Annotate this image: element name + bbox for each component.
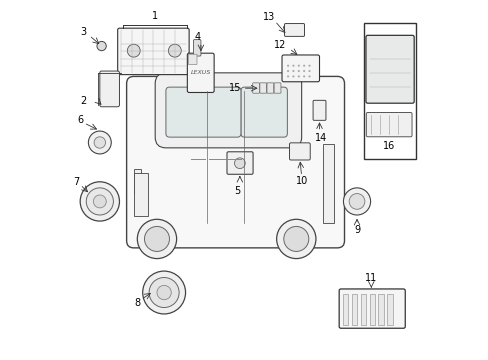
FancyBboxPatch shape <box>165 87 241 137</box>
Text: 12: 12 <box>273 40 286 50</box>
FancyBboxPatch shape <box>187 53 214 93</box>
Circle shape <box>93 195 106 208</box>
Text: 7: 7 <box>73 177 80 187</box>
FancyBboxPatch shape <box>284 23 304 36</box>
FancyBboxPatch shape <box>365 35 413 103</box>
FancyBboxPatch shape <box>226 152 253 174</box>
Text: 16: 16 <box>382 141 394 151</box>
Text: 5: 5 <box>234 186 240 196</box>
Circle shape <box>292 70 294 72</box>
FancyBboxPatch shape <box>241 87 287 137</box>
FancyBboxPatch shape <box>289 143 309 160</box>
Text: 15: 15 <box>229 83 241 93</box>
Text: 14: 14 <box>315 133 327 143</box>
FancyBboxPatch shape <box>259 83 266 93</box>
Circle shape <box>168 44 181 57</box>
Circle shape <box>308 75 310 77</box>
Bar <box>378 294 383 325</box>
FancyBboxPatch shape <box>282 55 319 82</box>
Text: 3: 3 <box>81 27 87 37</box>
Circle shape <box>303 64 305 67</box>
Circle shape <box>80 182 119 221</box>
Bar <box>134 173 148 216</box>
FancyBboxPatch shape <box>155 73 301 148</box>
Bar <box>342 294 347 325</box>
Circle shape <box>234 158 244 168</box>
Circle shape <box>144 226 169 251</box>
Text: 1: 1 <box>152 11 158 21</box>
Text: LEXUS: LEXUS <box>190 70 211 75</box>
Circle shape <box>308 64 310 67</box>
Bar <box>364 23 415 158</box>
Circle shape <box>286 75 288 77</box>
Circle shape <box>303 70 305 72</box>
FancyBboxPatch shape <box>274 83 281 93</box>
Circle shape <box>297 75 299 77</box>
Circle shape <box>297 64 299 67</box>
Bar <box>369 294 374 325</box>
Bar <box>351 294 356 325</box>
Circle shape <box>292 75 294 77</box>
FancyBboxPatch shape <box>188 54 197 64</box>
FancyBboxPatch shape <box>339 289 405 328</box>
Circle shape <box>127 44 140 57</box>
Circle shape <box>86 188 113 215</box>
Circle shape <box>88 131 111 154</box>
Circle shape <box>142 271 185 314</box>
Circle shape <box>343 188 370 215</box>
Text: 11: 11 <box>365 273 377 283</box>
FancyBboxPatch shape <box>266 83 273 93</box>
Text: 13: 13 <box>263 13 275 22</box>
FancyBboxPatch shape <box>118 28 189 75</box>
FancyBboxPatch shape <box>312 100 325 120</box>
Circle shape <box>308 70 310 72</box>
Circle shape <box>286 70 288 72</box>
Circle shape <box>286 64 288 67</box>
Bar <box>323 144 333 223</box>
Circle shape <box>348 194 364 209</box>
Circle shape <box>149 278 179 307</box>
Circle shape <box>292 64 294 67</box>
Bar <box>386 294 392 325</box>
Circle shape <box>94 137 105 148</box>
Circle shape <box>283 226 308 251</box>
Circle shape <box>303 75 305 77</box>
Circle shape <box>276 219 315 258</box>
Text: 2: 2 <box>81 96 87 107</box>
Text: 4: 4 <box>195 32 201 42</box>
Circle shape <box>137 219 176 258</box>
FancyBboxPatch shape <box>193 40 201 56</box>
Circle shape <box>97 41 106 51</box>
Circle shape <box>157 285 171 300</box>
FancyBboxPatch shape <box>366 112 411 137</box>
FancyBboxPatch shape <box>100 71 119 107</box>
FancyBboxPatch shape <box>126 76 344 248</box>
Circle shape <box>297 70 299 72</box>
Bar <box>360 294 365 325</box>
Text: 6: 6 <box>77 115 83 125</box>
Text: 8: 8 <box>134 298 140 308</box>
Text: 10: 10 <box>295 176 307 186</box>
Text: 9: 9 <box>353 225 359 235</box>
Bar <box>134 169 141 194</box>
FancyBboxPatch shape <box>252 83 259 93</box>
